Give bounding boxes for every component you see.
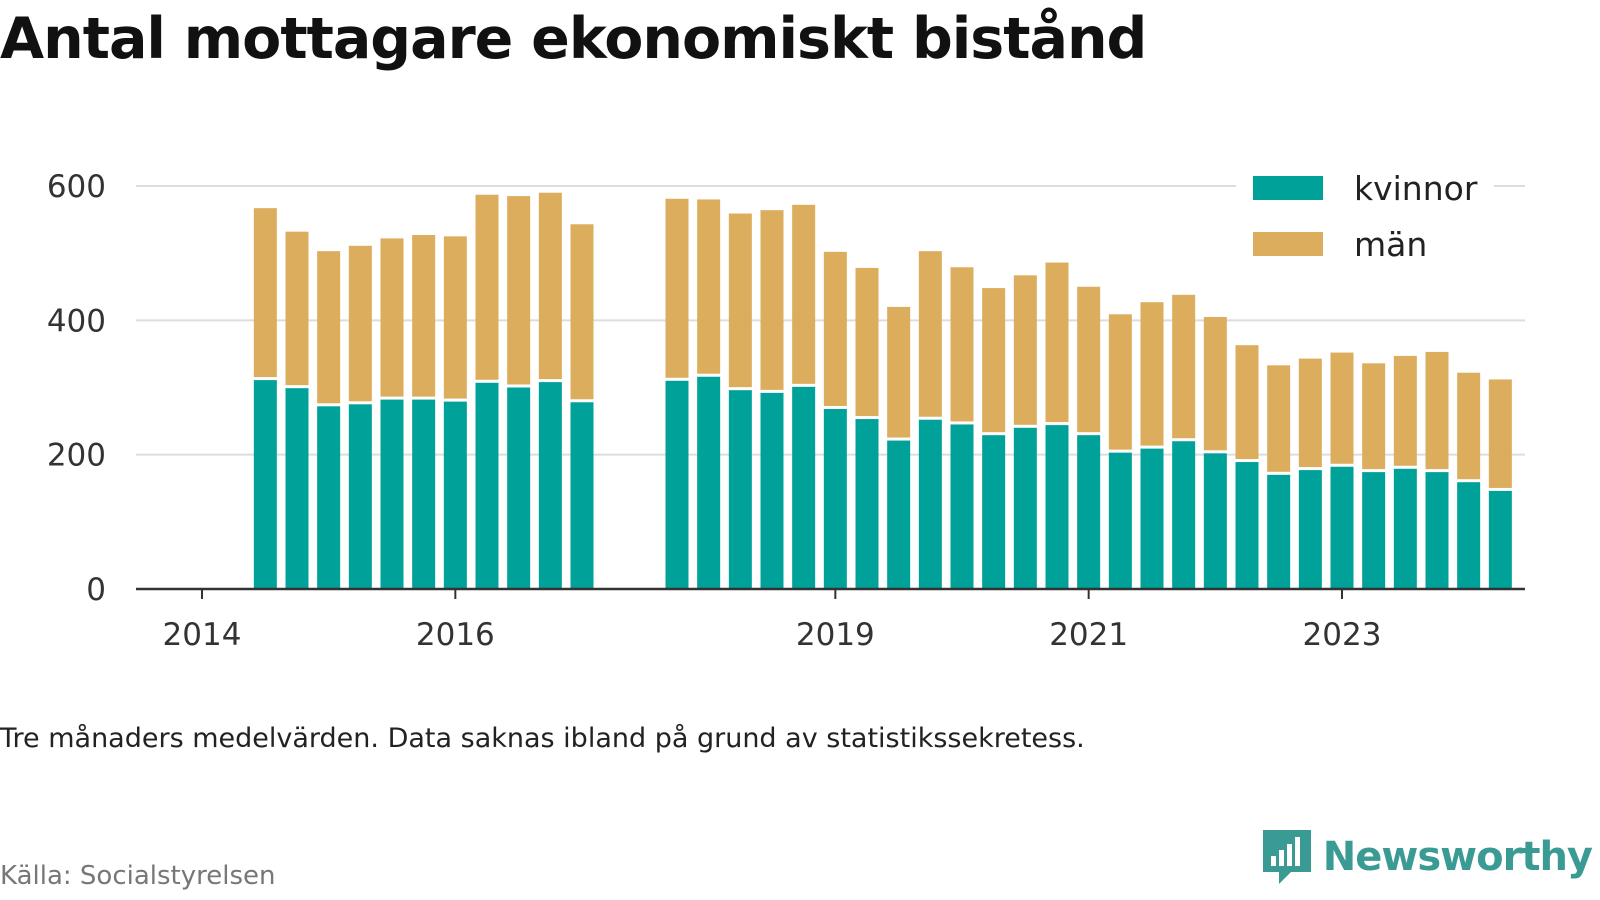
- bar-kvinnor: [380, 399, 404, 589]
- chart-note: Tre månaders medelvärden. Data saknas ib…: [0, 723, 1085, 754]
- bar-man: [1393, 355, 1417, 466]
- bar-man: [1013, 275, 1037, 425]
- bar-kvinnor: [412, 399, 436, 589]
- bar-kvinnor: [1235, 462, 1259, 589]
- bar-kvinnor: [1330, 466, 1354, 589]
- bar-kvinnor: [982, 435, 1006, 589]
- x-tick-label: 2014: [163, 617, 242, 653]
- bar-man: [1140, 302, 1164, 446]
- y-tick-label: 600: [47, 169, 106, 205]
- x-tick-label: 2016: [416, 617, 495, 653]
- bar-kvinnor: [887, 440, 911, 589]
- bar-man: [792, 204, 816, 384]
- bar-man: [1488, 379, 1512, 488]
- bar-kvinnor: [1172, 441, 1196, 589]
- bar-man: [1235, 345, 1259, 460]
- bar-kvinnor: [443, 401, 467, 589]
- bar-man: [918, 251, 942, 417]
- bar-man: [823, 251, 847, 406]
- bar-kvinnor: [1045, 425, 1069, 589]
- x-tick-label: 2021: [1049, 617, 1128, 653]
- bar-man: [412, 235, 436, 397]
- source-credit: Källa: Socialstyrelsen: [0, 861, 276, 891]
- bar-kvinnor: [1267, 474, 1291, 589]
- bar-man: [1045, 262, 1069, 423]
- bar-kvinnor: [570, 402, 594, 589]
- bar-kvinnor: [348, 404, 372, 589]
- bar-man: [380, 238, 404, 397]
- bar-kvinnor: [918, 419, 942, 589]
- bar-kvinnor: [1488, 490, 1512, 589]
- bar-man: [728, 213, 752, 388]
- y-tick-label: 400: [47, 303, 106, 339]
- bar-kvinnor: [1140, 448, 1164, 589]
- x-tick-label: 2019: [796, 617, 875, 653]
- newsworthy-logo-icon: [1262, 830, 1311, 884]
- bar-kvinnor: [1013, 427, 1037, 589]
- bar-man: [507, 196, 531, 385]
- bar-kvinnor: [1425, 472, 1449, 589]
- bar-man: [348, 245, 372, 402]
- bar-kvinnor: [253, 380, 277, 589]
- bar-man: [1172, 294, 1196, 439]
- bar-kvinnor: [507, 387, 531, 589]
- bar-kvinnor: [728, 390, 752, 589]
- bar-man: [1330, 352, 1354, 464]
- bar-kvinnor: [1457, 482, 1481, 589]
- bar-kvinnor: [697, 376, 721, 589]
- legend-label: kvinnor: [1354, 169, 1478, 208]
- bar-kvinnor: [1108, 452, 1132, 589]
- bar-man: [887, 306, 911, 438]
- bar-kvinnor: [1362, 472, 1386, 589]
- brand-name: Newsworthy: [1322, 834, 1593, 880]
- legend-label: män: [1354, 225, 1427, 264]
- bar-man: [1362, 363, 1386, 470]
- bar-man: [760, 210, 784, 390]
- bar-kvinnor: [1298, 470, 1322, 589]
- bar-man: [1425, 351, 1449, 470]
- bar-man: [697, 199, 721, 374]
- y-tick-label: 0: [86, 572, 106, 608]
- bar-man: [538, 192, 562, 380]
- bar-kvinnor: [317, 406, 341, 589]
- bar-kvinnor: [823, 408, 847, 589]
- bar-man: [1203, 316, 1227, 451]
- x-tick-label: 2023: [1303, 617, 1382, 653]
- bar-man: [855, 267, 879, 417]
- bar-man: [570, 224, 594, 400]
- y-tick-label: 200: [47, 438, 106, 474]
- bar-man: [443, 236, 467, 399]
- bar-man: [982, 288, 1006, 433]
- bar-man: [1077, 286, 1101, 433]
- bar-man: [285, 231, 309, 386]
- bar-kvinnor: [1203, 453, 1227, 589]
- bar-kvinnor: [792, 386, 816, 589]
- bar-kvinnor: [760, 392, 784, 589]
- legend-swatch: [1253, 232, 1323, 256]
- bars: [253, 192, 1512, 589]
- bar-man: [253, 208, 277, 378]
- bar-kvinnor: [665, 380, 689, 589]
- bar-man: [475, 194, 499, 380]
- bar-man: [1298, 358, 1322, 468]
- bar-kvinnor: [855, 419, 879, 589]
- bar-man: [1267, 365, 1291, 472]
- brand-logo: Newsworthy: [1261, 828, 1593, 886]
- legend: kvinnor män: [1236, 162, 1494, 274]
- bar-man: [1108, 314, 1132, 450]
- bar-kvinnor: [1077, 435, 1101, 589]
- bar-kvinnor: [538, 382, 562, 589]
- chart-title: Antal mottagare ekonomiskt bistånd: [0, 6, 1147, 72]
- bar-man: [1457, 372, 1481, 480]
- legend-swatch: [1253, 176, 1323, 200]
- bar-kvinnor: [475, 382, 499, 589]
- bar-kvinnor: [285, 388, 309, 589]
- bar-man: [665, 198, 689, 378]
- axes: 0 200 400 600 2014 2016 2019 2021 2023: [47, 169, 1525, 653]
- bar-man: [317, 251, 341, 404]
- bar-kvinnor: [1393, 468, 1417, 589]
- bar-man: [950, 267, 974, 422]
- bar-kvinnor: [950, 424, 974, 589]
